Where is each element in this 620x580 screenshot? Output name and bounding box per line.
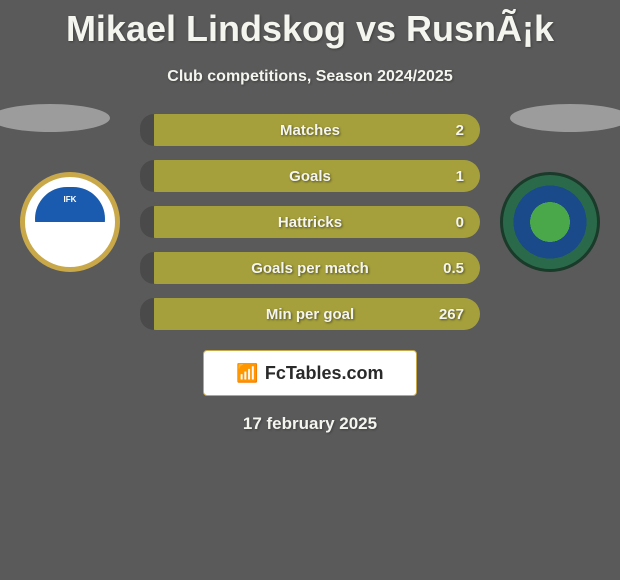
stat-row-gpm: Goals per match 0.5: [140, 252, 480, 284]
spot-ellipse-right: [510, 104, 620, 132]
stat-fill: [140, 298, 154, 330]
stat-row-goals: Goals 1: [140, 160, 480, 192]
stat-label: Goals per match: [251, 260, 369, 277]
stat-value: 267: [439, 306, 464, 323]
chart-icon: 📶: [236, 363, 258, 384]
stat-fill: [140, 114, 154, 146]
stat-value: 0.5: [443, 260, 464, 277]
comparison-title: Mikael Lindskog vs RusnÃ¡k: [0, 0, 620, 50]
stat-rows: Matches 2 Goals 1 Hattricks 0 Goals per …: [140, 114, 480, 330]
sounders-badge: [500, 172, 600, 272]
stat-label: Hattricks: [278, 214, 342, 231]
stat-row-mpg: Min per goal 267: [140, 298, 480, 330]
spotlight-left: [0, 104, 110, 132]
stat-fill: [140, 160, 154, 192]
stat-label: Min per goal: [266, 306, 354, 323]
spot-ellipse-left: [0, 104, 110, 132]
season-subtitle: Club competitions, Season 2024/2025: [0, 68, 620, 86]
fctables-logo-box: 📶 FcTables.com: [203, 350, 417, 396]
spotlight-right: [510, 104, 620, 132]
stat-value: 0: [456, 214, 464, 231]
stat-label: Goals: [289, 168, 331, 185]
norrkoping-shield: IFK: [35, 187, 105, 257]
team-badge-left: IFK: [20, 172, 120, 272]
team-badge-right: [500, 172, 600, 272]
stat-label: Matches: [280, 122, 340, 139]
stat-value: 2: [456, 122, 464, 139]
norrkoping-badge: IFK: [20, 172, 120, 272]
norrkoping-text: IFK: [64, 195, 77, 204]
content-area: IFK Matches 2 Goals 1 Hattricks 0 Goals …: [0, 114, 620, 434]
stat-row-matches: Matches 2: [140, 114, 480, 146]
stat-fill: [140, 206, 154, 238]
stat-fill: [140, 252, 154, 284]
fctables-logo-text: FcTables.com: [265, 363, 384, 384]
stat-value: 1: [456, 168, 464, 185]
date-label: 17 february 2025: [0, 414, 620, 434]
stat-row-hattricks: Hattricks 0: [140, 206, 480, 238]
